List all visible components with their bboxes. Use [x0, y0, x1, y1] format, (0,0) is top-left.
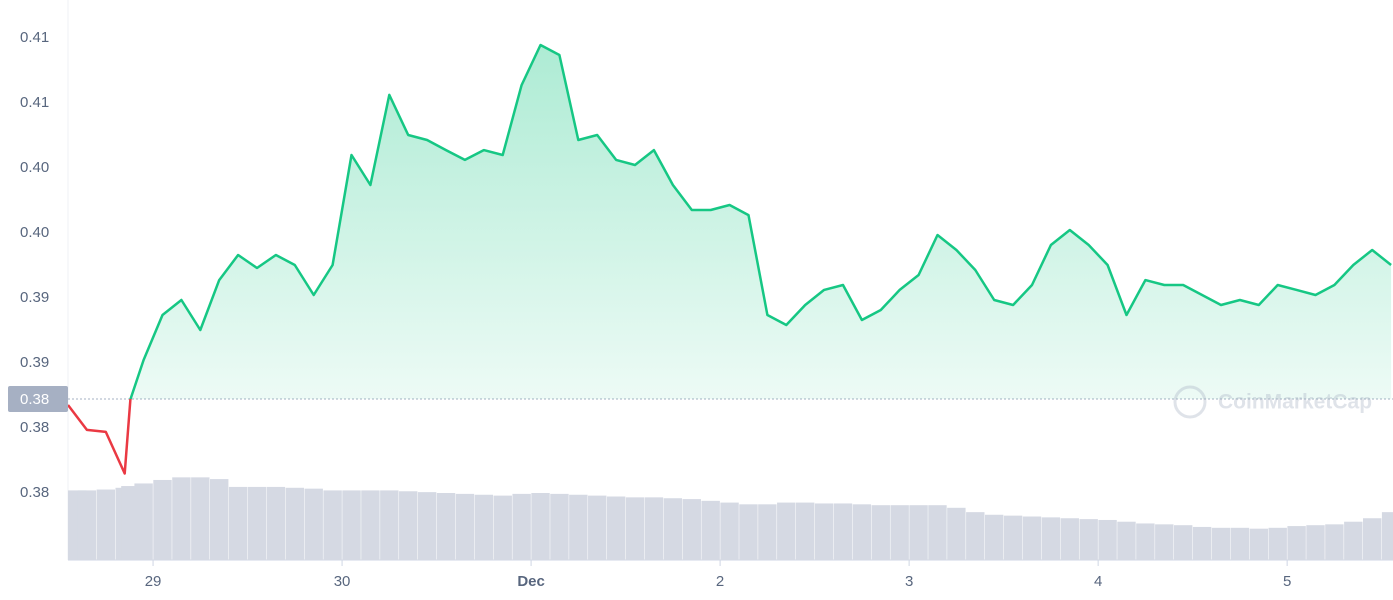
y-tick-label: 0.40 — [20, 159, 49, 176]
volume-bar — [1041, 517, 1061, 560]
volume-bar — [285, 487, 305, 560]
volume-bar — [852, 504, 872, 560]
volume-bar — [512, 493, 531, 560]
volume-bar — [1363, 518, 1382, 560]
volume-bar — [1306, 525, 1325, 560]
volume-bar — [909, 505, 928, 560]
volume-bar — [134, 483, 153, 560]
reference-badge — [8, 386, 68, 413]
volume-bar — [399, 491, 418, 560]
volume-bar — [588, 495, 607, 560]
volume-bar — [1022, 516, 1042, 560]
volume-bar — [1098, 519, 1117, 560]
volume-bar — [663, 498, 683, 560]
y-tick-label: 0.38 — [20, 484, 49, 501]
x-tick-label: Dec — [517, 573, 545, 590]
y-tick-label: 0.41 — [20, 29, 49, 46]
volume-bar — [172, 477, 191, 560]
volume-bar — [644, 497, 664, 560]
volume-bar — [1344, 521, 1363, 560]
volume-bar — [833, 503, 853, 560]
volume-bar — [474, 494, 494, 560]
y-tick-label: 0.41 — [20, 94, 49, 111]
volume-bar — [77, 490, 97, 560]
volume-bar — [96, 489, 116, 560]
volume-bar — [1268, 527, 1287, 560]
volume-bar — [436, 493, 456, 560]
volume-bar — [1003, 515, 1023, 560]
volume-bar — [758, 504, 777, 560]
volume-bar — [361, 490, 380, 560]
y-tick-label: 0.38 — [20, 419, 49, 436]
volume-bar — [153, 479, 172, 560]
volume-bar — [1173, 525, 1193, 560]
volume-bar — [739, 504, 758, 560]
watermark-logo — [1173, 385, 1207, 419]
volume-bar — [966, 512, 985, 560]
volume-bar — [304, 488, 323, 560]
volume-bar — [625, 497, 645, 560]
watermark-text: CoinMarketCap — [1218, 391, 1372, 414]
volume-bar — [871, 505, 890, 560]
x-tick-label: 3 — [905, 573, 913, 590]
volume-bar — [682, 499, 701, 560]
volume-bar — [947, 507, 966, 560]
y-tick-label: 0.39 — [20, 354, 49, 371]
y-tick-label: 0.40 — [20, 224, 49, 241]
volume-bar — [266, 486, 286, 560]
volume-bar — [890, 505, 909, 560]
y-tick-label: 0.39 — [20, 289, 49, 306]
volume-bar — [380, 490, 399, 560]
volume-bar — [1079, 519, 1098, 560]
price-line — [129, 43, 1392, 400]
volume-bar — [455, 493, 475, 560]
volume-bar — [1249, 528, 1269, 560]
volume-bar — [1211, 527, 1231, 560]
volume-bar — [493, 495, 512, 560]
volume-bar — [417, 492, 437, 560]
volume-bar — [1230, 527, 1250, 560]
volume-bar — [1325, 524, 1344, 560]
volume-bar — [701, 500, 720, 560]
volume-bar — [550, 493, 569, 560]
volume-bar — [984, 514, 1004, 560]
volume-bar — [210, 479, 229, 560]
volume-bar — [777, 502, 796, 560]
volume-bar — [1287, 526, 1306, 560]
volume-bar — [569, 494, 588, 560]
volume-bar — [720, 502, 739, 560]
volume-bar — [323, 490, 342, 560]
volume-bar — [1136, 523, 1155, 560]
volume-bar — [1155, 524, 1174, 560]
volume-bar — [1381, 512, 1393, 560]
volume-bar — [795, 502, 815, 560]
reference-label: 0.38 — [20, 391, 49, 408]
volume-bar — [228, 486, 248, 560]
volume-bar — [606, 496, 626, 560]
volume-bar — [814, 503, 834, 560]
volume-bar — [531, 493, 550, 560]
volume-bar — [1192, 526, 1212, 560]
watermark: CoinMarketCap — [1173, 385, 1372, 419]
x-tick-label: 4 — [1094, 573, 1102, 590]
x-tick-label: 30 — [334, 573, 351, 590]
volume-bar — [928, 505, 947, 560]
volume-bar — [1060, 518, 1079, 560]
x-tick-label: 29 — [145, 573, 162, 590]
x-tick-label: 5 — [1283, 573, 1291, 590]
volume-bar — [191, 477, 210, 560]
x-tick-label: 2 — [716, 573, 724, 590]
volume-bar — [1117, 521, 1136, 560]
volume-bar — [342, 490, 361, 560]
area — [68, 45, 1392, 400]
volume-bar — [247, 486, 267, 560]
